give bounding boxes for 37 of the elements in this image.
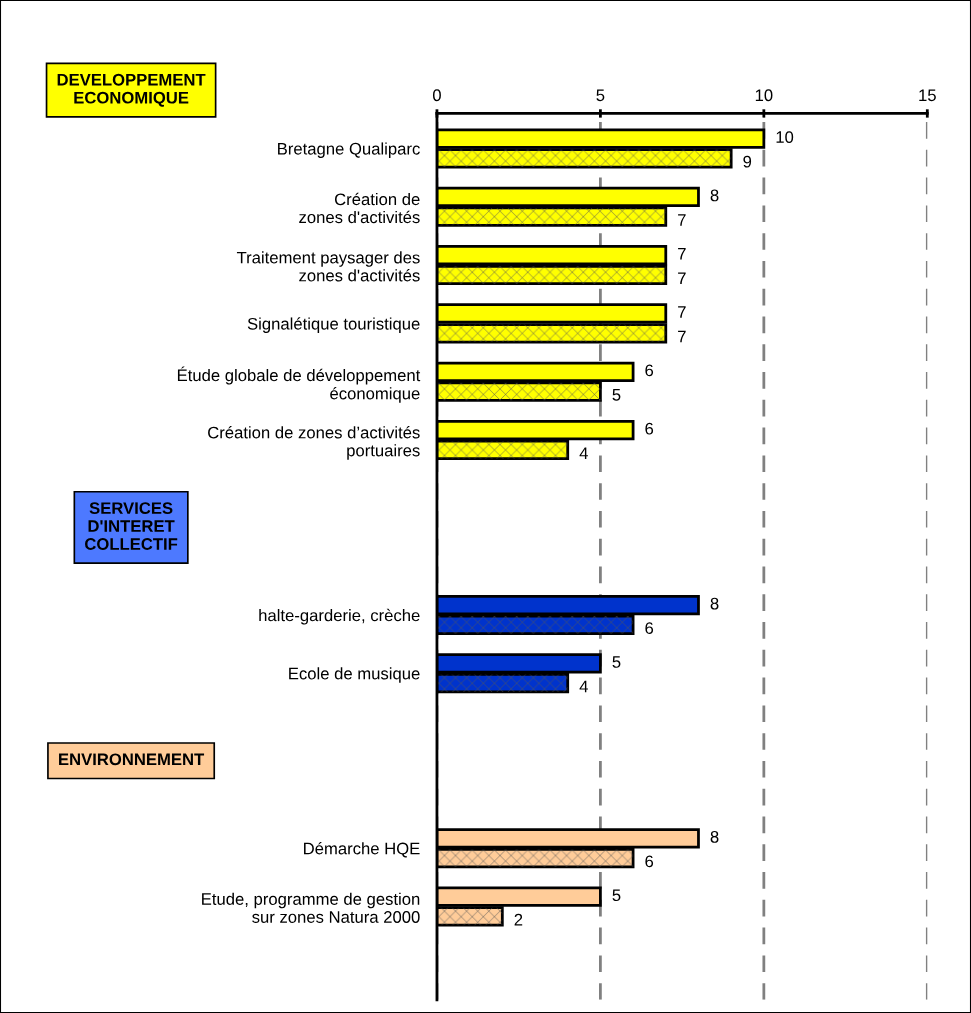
data-label: 6 <box>645 622 654 635</box>
data-label: 7 <box>678 214 686 226</box>
data-label: 10 <box>776 131 794 144</box>
data-label: 5 <box>612 389 621 401</box>
y-tick-label: Bretagne Qualiparc <box>278 142 420 158</box>
text: DEVELOPPEMENT ECONOMIQUE <box>57 73 206 107</box>
data-label: 8 <box>710 189 719 202</box>
text: ENVIRONNEMENT <box>59 753 205 766</box>
data-label: 2 <box>514 913 523 926</box>
data-label: 4 <box>579 447 588 459</box>
data-label: 7 <box>678 272 686 284</box>
data-label: 4 <box>579 680 588 693</box>
y-tick-label: Signalétique touristique <box>247 317 420 333</box>
x-tick-label: 10 <box>755 89 773 102</box>
data-label: 6 <box>645 364 654 377</box>
y-tick-label: Ecole de musique <box>289 667 420 683</box>
data-label: 7 <box>678 330 686 343</box>
data-label: 5 <box>612 889 621 902</box>
data-label: 9 <box>743 155 752 168</box>
y-tick-label: halte-garderie, crèche <box>259 608 420 625</box>
data-label: 8 <box>710 597 719 610</box>
y-tick-label: Création de zones d'activités <box>299 192 420 224</box>
data-label: 8 <box>710 830 719 843</box>
x-tick-label: 5 <box>596 89 605 102</box>
data-label: 5 <box>612 656 621 668</box>
y-tick-label: Étude globale de développement économique <box>177 366 421 403</box>
data-label: 7 <box>678 248 686 260</box>
data-label: 7 <box>678 306 686 318</box>
y-tick-label: Traitement paysager des zones d'activités <box>236 251 420 282</box>
data-label: 6 <box>645 855 654 868</box>
y-tick-label: Démarche HQE <box>304 841 420 858</box>
y-tick-label: Création de zones d’activités portuaires <box>208 426 420 460</box>
x-tick-label: 0 <box>432 89 441 102</box>
text: SERVICES D'INTERET COLLECTIF <box>85 502 178 550</box>
y-tick-label: Etude, programme de gestion sur zones Natura 2000 <box>202 892 420 923</box>
x-tick-label: 15 <box>919 89 936 102</box>
data-label: 6 <box>645 422 654 435</box>
